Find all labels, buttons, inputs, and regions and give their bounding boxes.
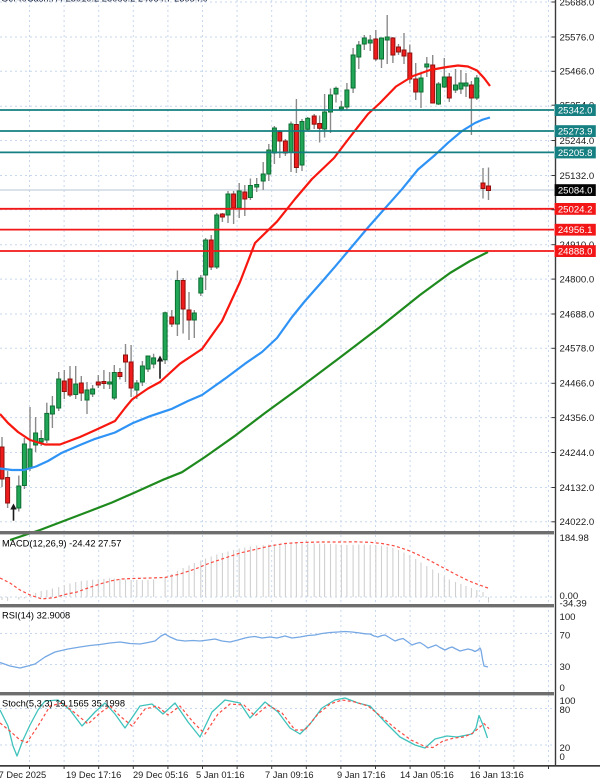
svg-text:25466.0: 25466.0 [560, 67, 595, 78]
svg-text:24356.0: 24356.0 [560, 413, 595, 424]
svg-text:24800.0: 24800.0 [560, 275, 595, 286]
svg-text:24578.0: 24578.0 [560, 344, 595, 355]
svg-text:7 Jan 09:16: 7 Jan 09:16 [265, 770, 314, 780]
svg-text:25084.0: 25084.0 [558, 186, 593, 197]
svg-text:20: 20 [560, 743, 571, 754]
svg-text:70: 70 [560, 630, 571, 641]
svg-text:16 Jan 13:16: 16 Jan 13:16 [470, 770, 524, 780]
svg-text:0.00: 0.00 [560, 591, 579, 602]
svg-text:5 Jan 01:16: 5 Jan 01:16 [196, 770, 245, 780]
svg-text:80: 80 [560, 705, 571, 716]
svg-text:24132.0: 24132.0 [560, 483, 595, 494]
svg-text:24956.1: 24956.1 [558, 225, 593, 236]
svg-text:24466.0: 24466.0 [560, 379, 595, 390]
svg-text:184.98: 184.98 [560, 533, 589, 544]
svg-text:25576.0: 25576.0 [560, 32, 595, 43]
svg-text:25688.0: 25688.0 [560, 0, 595, 8]
svg-text:100: 100 [560, 612, 576, 623]
svg-text:29 Dec 05:16: 29 Dec 05:16 [133, 770, 188, 780]
svg-text:17 Dec 2025: 17 Dec 2025 [0, 770, 46, 780]
svg-text:0: 0 [560, 683, 565, 694]
svg-text:24688.0: 24688.0 [560, 309, 595, 320]
svg-text:19 Dec 17:16: 19 Dec 17:16 [66, 770, 121, 780]
svg-text:25244.0: 25244.0 [560, 136, 595, 147]
svg-text:100: 100 [560, 696, 576, 707]
svg-text:14 Jan 05:16: 14 Jan 05:16 [400, 770, 454, 780]
svg-text:30: 30 [560, 662, 571, 673]
svg-text:24244.0: 24244.0 [560, 448, 595, 459]
svg-text:25132.0: 25132.0 [560, 171, 595, 182]
svg-text:Ger40Cash,H4 25010.2 25086.2 2: Ger40Cash,H4 25010.2 25086.2 24984.7 250… [1, 0, 208, 3]
svg-text:-34.39: -34.39 [560, 599, 587, 610]
svg-text:25205.8: 25205.8 [558, 148, 593, 159]
svg-text:0: 0 [560, 752, 565, 763]
svg-text:25273.9: 25273.9 [558, 127, 593, 138]
svg-text:24888.0: 24888.0 [558, 247, 593, 258]
svg-text:24022.0: 24022.0 [560, 517, 595, 528]
svg-text:9 Jan 17:16: 9 Jan 17:16 [337, 770, 386, 780]
svg-text:MACD(12,26,9) -24.42 27.57: MACD(12,26,9) -24.42 27.57 [2, 539, 121, 549]
svg-text:25024.2: 25024.2 [558, 204, 593, 215]
svg-text:RSI(14) 32.9008: RSI(14) 32.9008 [2, 611, 70, 621]
svg-text:Stoch(5,3,3) 19.1565 35.1998: Stoch(5,3,3) 19.1565 35.1998 [2, 699, 125, 709]
svg-text:25342.0: 25342.0 [558, 106, 593, 117]
